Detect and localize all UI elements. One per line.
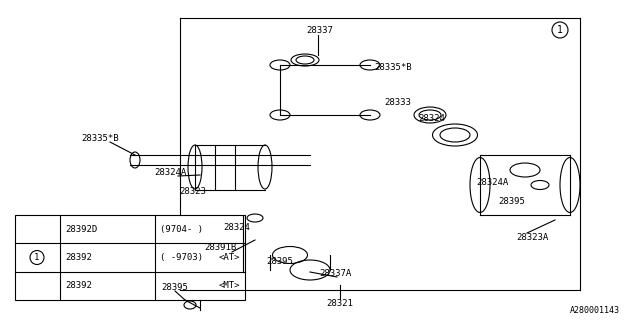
Text: ( -9703): ( -9703) [160, 253, 203, 262]
Text: 28321: 28321 [326, 299, 353, 308]
Text: 28391B: 28391B [204, 244, 236, 252]
Text: 28323: 28323 [180, 188, 207, 196]
Text: 28337A: 28337A [319, 268, 351, 277]
Text: 28335*B: 28335*B [374, 62, 412, 71]
Text: 28395: 28395 [499, 197, 525, 206]
Text: 28392: 28392 [65, 281, 92, 290]
Text: 28324: 28324 [223, 223, 250, 233]
Text: A280001143: A280001143 [570, 306, 620, 315]
Text: 1: 1 [35, 253, 40, 262]
Text: (9704- ): (9704- ) [160, 225, 203, 234]
Text: 28323A: 28323A [516, 234, 548, 243]
Text: <MT>: <MT> [218, 281, 240, 290]
Text: 28333: 28333 [385, 98, 412, 107]
Text: 1: 1 [557, 25, 563, 35]
Text: 28324: 28324 [419, 114, 445, 123]
Text: 28324A: 28324A [476, 178, 508, 187]
Text: 28392D: 28392D [65, 225, 97, 234]
Text: 28335*B: 28335*B [81, 133, 119, 142]
Text: 28392: 28392 [65, 253, 92, 262]
Bar [15, 215, 245, 300]
Text: 28395: 28395 [161, 283, 188, 292]
Text: <AT>: <AT> [218, 253, 240, 262]
Text: 28395: 28395 [267, 258, 293, 267]
Text: 28337: 28337 [307, 26, 333, 35]
Text: 28324A: 28324A [154, 167, 186, 177]
